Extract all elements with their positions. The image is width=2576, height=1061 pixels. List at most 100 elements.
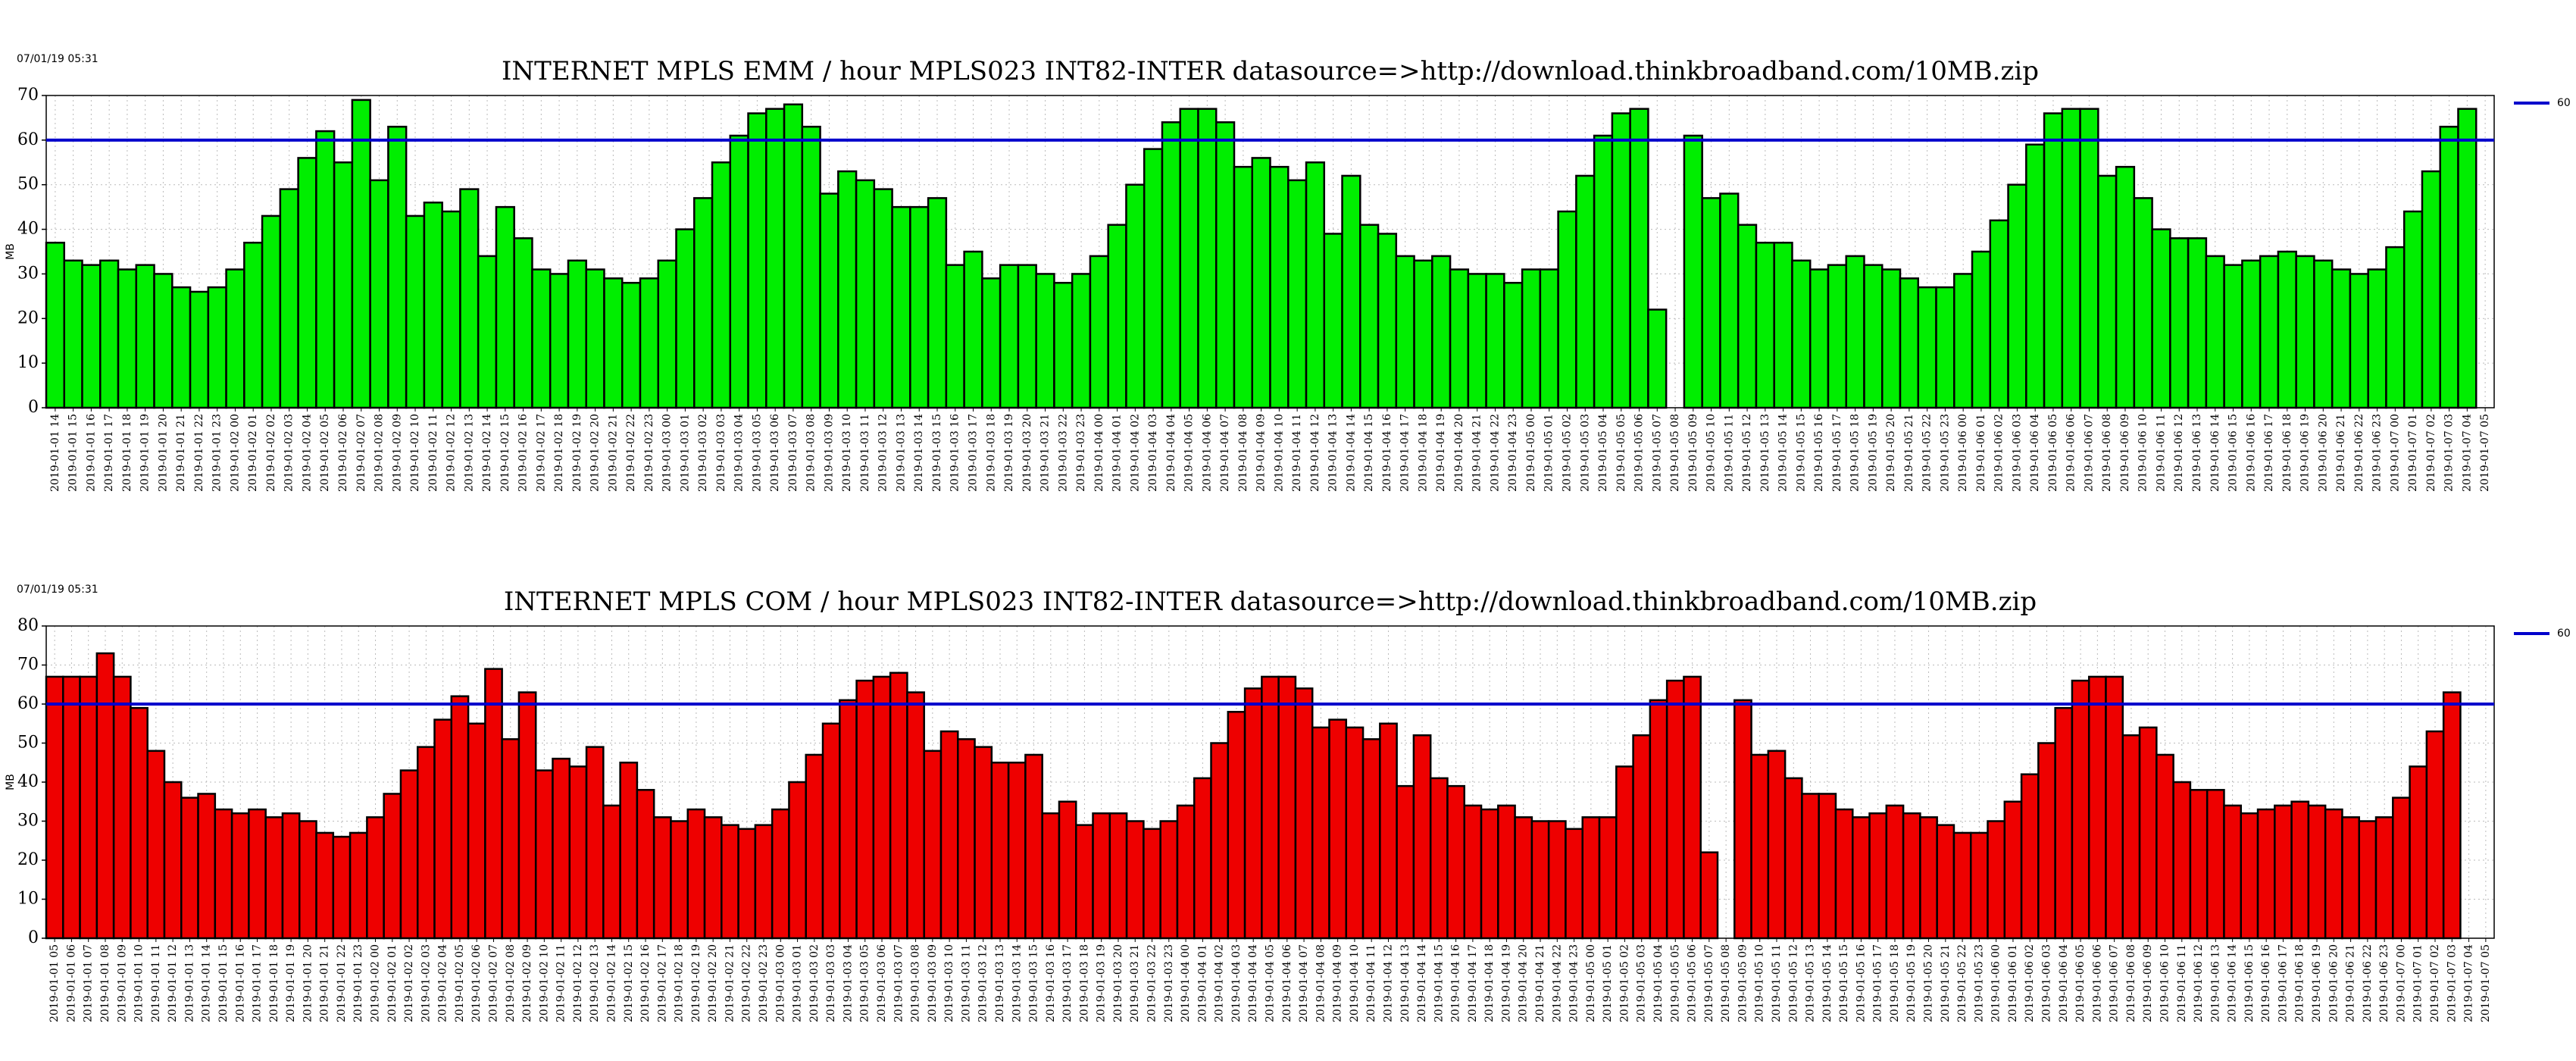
x-tick-label: 2019-01-02 09 bbox=[391, 414, 403, 492]
x-tick-label: 2019-01-02 20 bbox=[707, 944, 719, 1022]
bar bbox=[619, 762, 639, 940]
x-tick-label: 2019-01-05 16 bbox=[1813, 414, 1825, 492]
bar bbox=[383, 793, 402, 940]
bar bbox=[459, 188, 480, 409]
x-tick-label: 2019-01-06 08 bbox=[2125, 944, 2137, 1022]
x-tick-label: 2019-01-06 13 bbox=[2191, 414, 2203, 492]
x-tick-label: 2019-01-02 20 bbox=[589, 414, 602, 492]
y-tick-label: 10 bbox=[17, 353, 39, 372]
x-tick-label: 2019-01-05 23 bbox=[1973, 944, 1985, 1022]
bar bbox=[747, 112, 767, 409]
x-tick-label: 2019-01-01 20 bbox=[157, 414, 169, 492]
bar bbox=[387, 125, 408, 409]
bar bbox=[567, 259, 587, 409]
y-tick-label: 70 bbox=[17, 86, 39, 105]
x-tick-label: 2019-01-01 14 bbox=[201, 944, 213, 1022]
x-tick-label: 2019-01-04 08 bbox=[1315, 944, 1327, 1022]
x-tick-label: 2019-01-06 12 bbox=[2173, 414, 2185, 492]
bar bbox=[568, 765, 588, 940]
x-tick-label: 2019-01-01 12 bbox=[167, 944, 179, 1022]
bar bbox=[2087, 675, 2107, 940]
bar bbox=[1179, 108, 1199, 409]
x-tick-label: 2019-01-03 11 bbox=[859, 414, 871, 492]
bar bbox=[416, 746, 436, 940]
x-tick-label: 2019-01-06 05 bbox=[2047, 414, 2059, 492]
bar bbox=[1395, 255, 1415, 409]
x-tick-label: 2019-01-06 01 bbox=[1975, 414, 1987, 492]
x-tick-label: 2019-01-02 01 bbox=[247, 414, 259, 492]
x-tick-label: 2019-01-06 19 bbox=[2299, 414, 2312, 492]
bar bbox=[721, 824, 739, 940]
bar bbox=[1514, 816, 1533, 940]
bar bbox=[2121, 734, 2141, 940]
bar bbox=[2156, 753, 2174, 940]
bar bbox=[2439, 125, 2459, 409]
x-tick-label: 2019-01-07 04 bbox=[2461, 414, 2473, 492]
x-tick-label: 2019-01-03 21 bbox=[1039, 414, 1052, 492]
x-tick-label: 2019-01-04 20 bbox=[1518, 944, 1530, 1022]
bar bbox=[2105, 675, 2124, 940]
bar bbox=[1971, 250, 1992, 409]
x-tick-label: 2019-01-07 00 bbox=[2395, 944, 2407, 1022]
bar bbox=[2442, 691, 2462, 940]
x-tick-label: 2019-01-04 00 bbox=[1093, 414, 1105, 492]
bar bbox=[788, 781, 807, 940]
bar bbox=[1632, 734, 1652, 940]
bar bbox=[1919, 816, 1938, 940]
bar bbox=[945, 264, 965, 409]
x-tick-label: 2019-01-03 23 bbox=[1075, 414, 1087, 492]
bar bbox=[214, 808, 233, 940]
bar bbox=[1294, 687, 1314, 940]
x-tick-label: 2019-01-07 01 bbox=[2407, 414, 2419, 492]
x-tick-label: 2019-01-04 05 bbox=[1265, 944, 1277, 1022]
bar bbox=[1053, 281, 1074, 409]
bar bbox=[1647, 308, 1668, 409]
bar bbox=[2290, 800, 2310, 940]
x-tick-label: 2019-01-04 10 bbox=[1273, 414, 1285, 492]
bar bbox=[549, 273, 570, 409]
bar bbox=[1952, 831, 1972, 940]
x-tick-label: 2019-01-01 09 bbox=[116, 944, 128, 1022]
bar bbox=[189, 290, 210, 409]
bar bbox=[729, 134, 749, 409]
bar bbox=[2402, 210, 2424, 409]
bar bbox=[2189, 789, 2209, 940]
bar bbox=[1107, 224, 1127, 409]
bar bbox=[1615, 765, 1634, 940]
x-tick-label: 2019-01-05 11 bbox=[1771, 944, 1783, 1022]
bar bbox=[2169, 237, 2190, 409]
bar bbox=[495, 205, 515, 409]
x-tick-label: 2019-01-05 14 bbox=[1821, 944, 1834, 1022]
bar bbox=[2037, 742, 2056, 940]
x-tick-label: 2019-01-03 15 bbox=[1028, 944, 1040, 1022]
x-tick-label: 2019-01-05 13 bbox=[1805, 944, 1817, 1022]
x-tick-label: 2019-01-06 05 bbox=[2074, 944, 2087, 1022]
x-tick-label: 2019-01-02 01 bbox=[386, 944, 399, 1022]
bar bbox=[1413, 259, 1433, 409]
x-tick-label: 2019-01-06 16 bbox=[2245, 414, 2257, 492]
bar bbox=[1547, 820, 1567, 940]
bar bbox=[1089, 255, 1109, 409]
x-tick-label: 2019-01-04 06 bbox=[1281, 944, 1293, 1022]
x-tick-label: 2019-01-02 10 bbox=[538, 944, 550, 1022]
x-tick-label: 2019-01-02 15 bbox=[499, 414, 511, 492]
bar bbox=[1701, 197, 1721, 409]
x-tick-label: 2019-01-03 08 bbox=[910, 944, 922, 1022]
x-tick-label: 2019-01-03 12 bbox=[977, 944, 989, 1022]
x-tick-label: 2019-01-02 16 bbox=[517, 414, 530, 492]
bar bbox=[1193, 777, 1212, 940]
bar bbox=[693, 197, 714, 409]
x-tick-label: 2019-01-06 15 bbox=[2243, 944, 2256, 1022]
x-tick-label: 2019-01-03 11 bbox=[960, 944, 972, 1022]
x-tick-label: 2019-01-03 03 bbox=[825, 944, 837, 1022]
bar bbox=[1863, 264, 1884, 409]
x-tick-label: 2019-01-04 20 bbox=[1453, 414, 1465, 492]
bar bbox=[2241, 259, 2262, 409]
bar bbox=[2240, 812, 2259, 940]
x-tick-label: 2019-01-05 14 bbox=[1777, 414, 1790, 492]
x-tick-label: 2019-01-06 17 bbox=[2263, 414, 2275, 492]
x-tick-label: 2019-01-06 00 bbox=[1990, 944, 2002, 1022]
x-tick-label: 2019-01-02 23 bbox=[758, 944, 770, 1022]
x-tick-label: 2019-01-03 10 bbox=[943, 944, 955, 1022]
bar bbox=[1431, 255, 1452, 409]
